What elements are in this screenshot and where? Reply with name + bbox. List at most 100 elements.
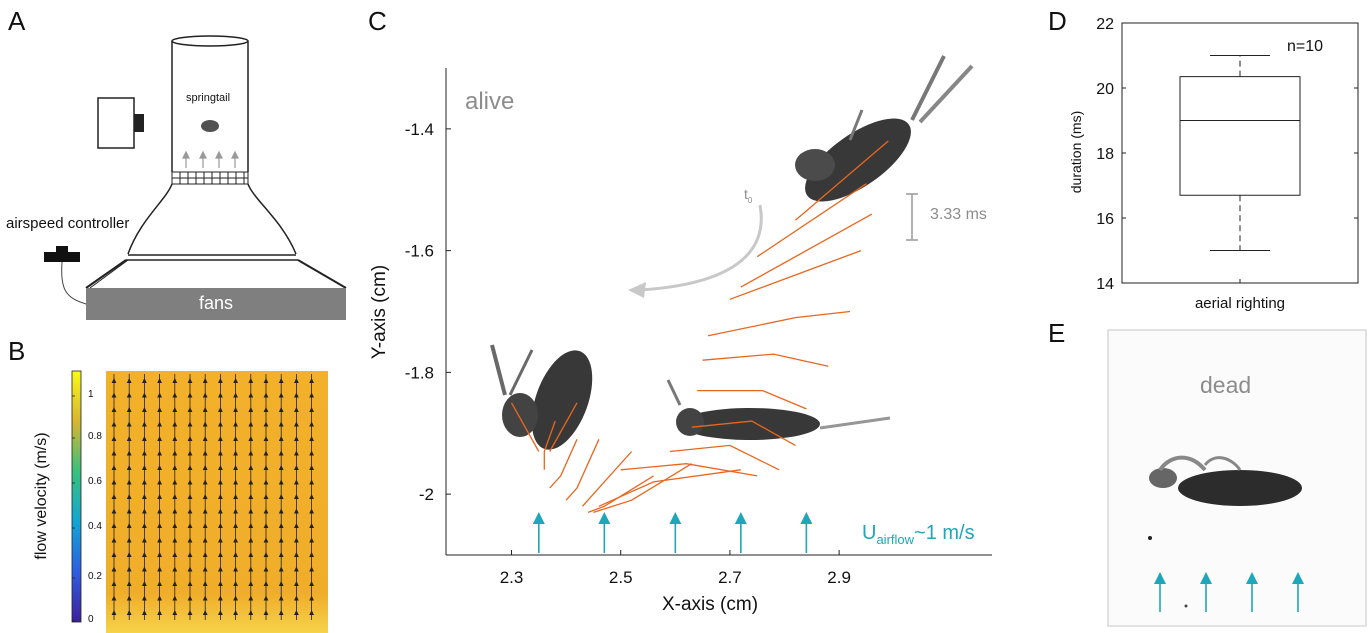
interval-bracket <box>906 193 918 241</box>
flow-vector-head <box>111 392 117 398</box>
flow-vector-head <box>172 494 178 499</box>
flow-vector-head <box>309 407 314 412</box>
y-tick-label: -1.4 <box>405 120 434 139</box>
flow-vector-head <box>263 552 269 557</box>
flow-vector-head <box>218 523 223 528</box>
flow-vector-head <box>218 421 223 427</box>
trajectory-ticks: 2.3 2.5 2.7 2.9 -1.4 -1.6 -1.8 -2 <box>405 120 851 587</box>
flow-vector-head <box>278 595 284 601</box>
airflow-speed: ~1 m/s <box>914 522 975 544</box>
flow-vector-head <box>157 537 162 543</box>
flow-vector-head <box>248 465 254 470</box>
flow-vector-head <box>294 566 299 572</box>
flow-vector-head <box>233 465 238 470</box>
panel-label-b: B <box>8 336 26 366</box>
flow-vector-head <box>142 378 147 383</box>
t0-label-main: t <box>744 186 748 202</box>
box-y-tick-label: 16 <box>1096 211 1114 228</box>
flow-vector-head <box>233 450 238 456</box>
flow-vector-head <box>172 479 178 485</box>
flow-vector-head <box>187 465 193 470</box>
flow-field <box>106 371 328 633</box>
flow-vector-head <box>126 465 132 470</box>
x-axis-title: X-axis (cm) <box>661 594 759 615</box>
flow-vector-head <box>309 508 314 514</box>
flow-vector-head <box>233 610 238 615</box>
flow-vector-head <box>233 479 238 485</box>
box-iqr <box>1179 76 1301 196</box>
flow-vector-head <box>202 537 208 543</box>
flow-vector-head <box>202 450 208 456</box>
n-label: n=10 <box>1287 38 1324 55</box>
box-plot-ticks: 14 16 18 20 22 <box>1096 16 1358 293</box>
flow-vector-head <box>294 494 299 499</box>
flow-vector-head <box>294 508 299 514</box>
flow-vector-head <box>126 479 132 485</box>
springtail-specimen <box>201 120 219 132</box>
orientation-trace <box>587 475 654 514</box>
airflow-arrow-head <box>800 512 813 524</box>
flow-vector-head <box>309 450 314 456</box>
flow-vector-field <box>111 374 314 620</box>
flow-vector-head <box>263 508 269 514</box>
flow-vector-head <box>294 552 299 557</box>
flow-vector-head <box>142 552 147 557</box>
flow-vector-head <box>263 566 269 572</box>
flow-vector-head <box>187 378 193 383</box>
flow-vector-head <box>157 450 162 456</box>
dead-airflow-arrow-head <box>1246 572 1258 584</box>
box-plot-y-title: duration (ms) <box>1068 110 1084 194</box>
flow-vector-head <box>172 552 178 557</box>
flow-vector-head <box>233 595 238 601</box>
flow-vector-head <box>142 581 147 586</box>
flow-vector-head <box>233 436 238 441</box>
flow-vector-head <box>172 595 178 601</box>
flow-vector-head <box>263 581 269 586</box>
flow-vector-head <box>202 407 208 412</box>
flow-vector-head <box>111 421 117 427</box>
flow-vector-head <box>248 552 254 557</box>
flow-vector-head <box>202 523 208 528</box>
x-tick-label: 2.5 <box>609 568 633 587</box>
x-tick-label: 2.9 <box>827 568 851 587</box>
dead-airflow-arrows <box>1154 572 1304 612</box>
colorbar-tick-0: 0 <box>88 614 94 625</box>
flow-vector-head <box>142 421 147 427</box>
flow-vector-head <box>111 407 117 412</box>
flow-vector-head <box>278 494 284 499</box>
flow-vector-head <box>111 552 117 557</box>
springtail-label: springtail <box>186 92 231 104</box>
flow-vector-head <box>126 595 132 601</box>
flow-vector-head <box>278 421 284 427</box>
orientation-trace <box>729 249 862 300</box>
flow-vector-head <box>309 537 314 543</box>
orientation-trace <box>697 389 807 410</box>
flow-vector-head <box>218 450 223 456</box>
flow-vector-head <box>309 523 314 528</box>
flow-vector-head <box>233 392 238 398</box>
flow-vector-head <box>142 595 147 601</box>
flow-vector-head <box>278 407 284 412</box>
flow-vector-head <box>278 581 284 586</box>
controller-label: airspeed controller <box>6 215 130 232</box>
flow-vector-head <box>278 450 284 456</box>
flow-vector-head <box>309 378 314 383</box>
flow-vector-head <box>309 479 314 485</box>
flow-vector-head <box>309 494 314 499</box>
flow-vector-head <box>202 378 208 383</box>
flow-vector-head <box>263 392 269 398</box>
flow-vector-head <box>111 508 117 514</box>
flow-vector-head <box>263 479 269 485</box>
flow-vector-head <box>157 595 162 601</box>
flow-vector-head <box>248 450 254 456</box>
flow-vector-head <box>157 436 162 441</box>
flow-vector-head <box>294 436 299 441</box>
flow-vector-head <box>157 552 162 557</box>
flow-vector-head <box>157 508 162 514</box>
flow-vector-head <box>187 581 193 586</box>
flow-vector-head <box>248 581 254 586</box>
flow-vector-head <box>111 537 117 543</box>
flow-vector-head <box>202 494 208 499</box>
flow-vector-head <box>233 378 238 383</box>
flow-vector-head <box>233 566 238 572</box>
